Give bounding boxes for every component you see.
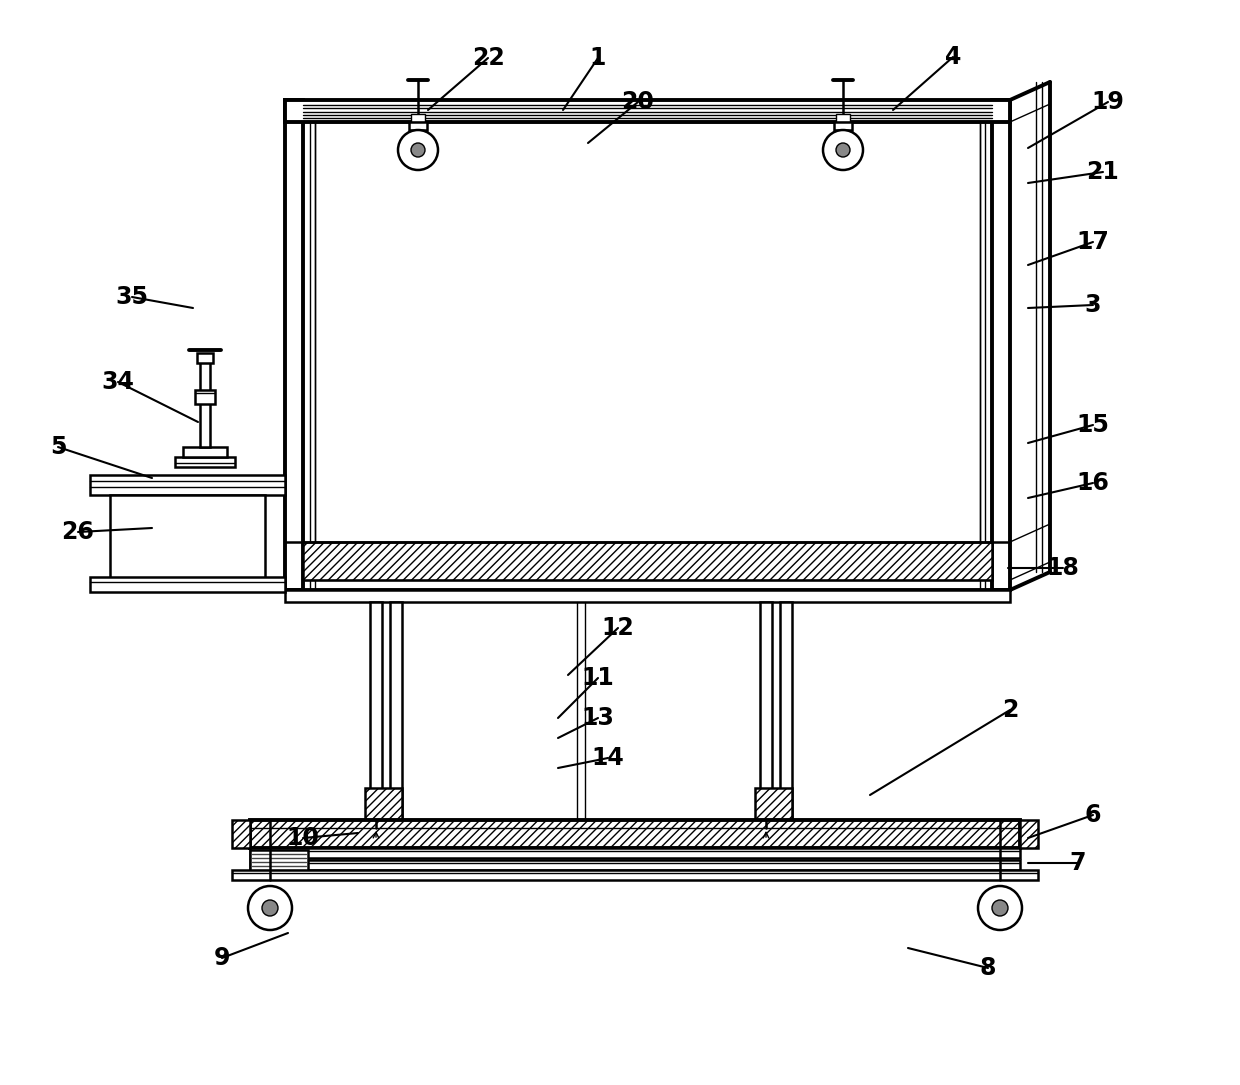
Text: 6: 6 [1085,803,1101,827]
Bar [200,355,210,447]
Bar [250,820,1021,848]
Bar [1021,820,1038,848]
Bar [391,602,402,820]
Text: 19: 19 [1091,90,1125,114]
Bar [91,475,285,495]
Text: 15: 15 [1076,413,1110,437]
Text: 20: 20 [621,90,655,114]
Bar [755,788,792,820]
Bar [250,848,1021,858]
Text: 9: 9 [213,946,231,970]
Bar [285,100,1011,122]
Circle shape [248,886,291,930]
Text: 12: 12 [601,616,635,640]
Circle shape [410,143,425,157]
Bar [410,114,425,122]
Text: 3: 3 [1085,293,1101,317]
Text: 26: 26 [62,520,94,544]
Text: 35: 35 [115,285,149,309]
Bar [365,788,402,820]
Text: 21: 21 [1086,159,1120,184]
Circle shape [823,130,863,170]
Circle shape [978,886,1022,930]
Text: 13: 13 [582,706,615,730]
Bar [760,602,773,820]
Bar [250,860,1021,870]
Bar [232,820,250,848]
Text: 1: 1 [590,46,606,71]
Bar [285,590,1011,602]
Bar [303,542,992,580]
Text: 5: 5 [50,435,66,459]
Bar [315,122,980,542]
Text: 2: 2 [1002,698,1018,722]
Text: 16: 16 [1076,471,1110,495]
Bar [370,602,382,820]
Text: 11: 11 [582,666,614,690]
Circle shape [262,899,278,916]
Text: 7: 7 [1070,851,1086,875]
Text: 18: 18 [1047,556,1080,580]
Bar [232,870,1038,880]
Bar [184,447,227,457]
Bar [409,122,427,130]
Text: 22: 22 [471,46,505,71]
Text: 34: 34 [102,370,134,394]
Bar [992,100,1011,590]
Bar [175,457,236,467]
Bar [285,100,303,590]
Bar [780,602,792,820]
Bar [197,353,213,363]
Text: 8: 8 [980,956,996,980]
Bar [835,122,852,130]
Bar [836,114,849,122]
Bar [110,495,265,580]
Text: 14: 14 [591,746,625,770]
Circle shape [992,899,1008,916]
Text: 17: 17 [1076,230,1110,254]
Circle shape [836,143,849,157]
Text: 10: 10 [286,826,320,850]
Circle shape [398,130,438,170]
Bar [91,577,285,592]
Bar [250,850,308,878]
Bar [195,390,215,404]
Text: 4: 4 [945,44,961,69]
